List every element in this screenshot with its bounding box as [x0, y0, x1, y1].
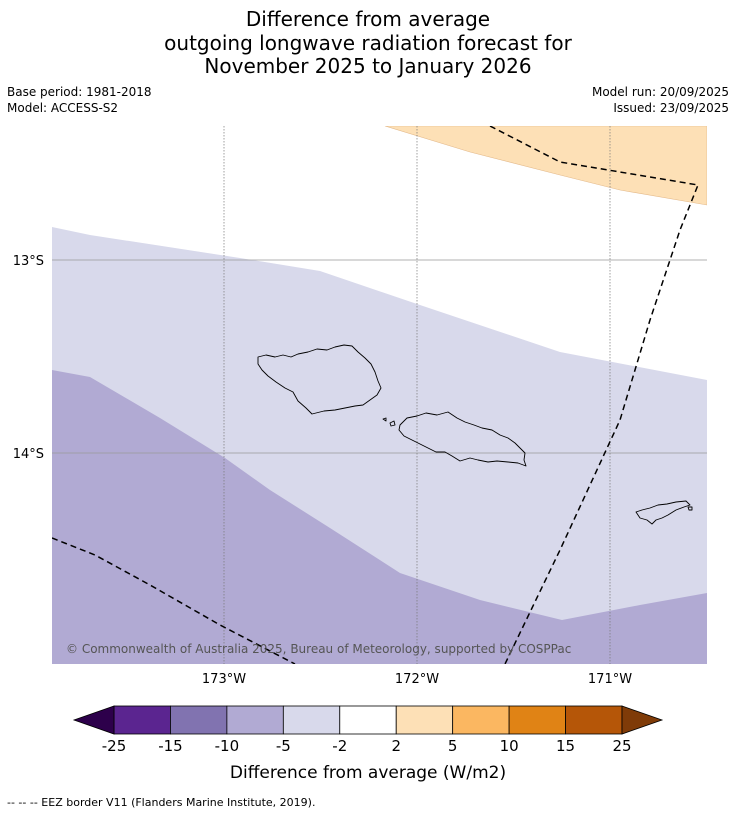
tutuila-island — [635, 500, 691, 525]
colorbar-tick-label: 25 — [612, 737, 631, 755]
eez-borders — [52, 126, 700, 664]
colorbar-segment — [113, 705, 171, 735]
anomaly-region-minus5 — [52, 370, 707, 664]
meta-right: Model run: 20/09/2025 Issued: 23/09/2025 — [592, 84, 729, 116]
title-line-1: Difference from average — [245, 7, 491, 31]
copyright-notice: © Commonwealth of Australia 2025, Bureau… — [66, 642, 571, 656]
colorbar-ticks: -25 -15 -10 -5 -2 2 5 10 15 25 — [102, 737, 632, 755]
colorbar-tick-label: -15 — [158, 737, 183, 755]
colorbar-tick-label: 15 — [556, 737, 575, 755]
eez-border-southwest — [52, 537, 296, 664]
colorbar-segment — [282, 705, 341, 735]
colorbar-segment — [508, 705, 566, 735]
colorbar: -25 -15 -10 -5 -2 2 5 10 15 25 Difference from av… — [72, 705, 664, 783]
colorbar-segment — [339, 705, 397, 735]
colorbar-tick-label: -5 — [276, 737, 291, 755]
model-name: Model: ACCESS-S2 — [7, 101, 119, 115]
eez-border-east — [489, 126, 700, 664]
colorbar-label: Difference from average (W/m2) — [230, 763, 506, 783]
meta-left: Base period: 1981-2018 Model: ACCESS-S2 — [7, 84, 152, 116]
colorbar-tick-label: 10 — [500, 737, 519, 755]
colorbar-tick-label: 5 — [448, 737, 458, 755]
colorbar-segments — [113, 705, 623, 735]
colorbar-tick-label: -10 — [215, 737, 240, 755]
colorbar-segment — [395, 705, 454, 735]
anomaly-region-positive — [384, 126, 707, 206]
colorbar-segment — [565, 705, 623, 735]
title-line-2: outgoing longwave radiation forecast for — [164, 30, 572, 55]
colorbar-extend-high — [621, 705, 664, 735]
lat-tick-13s: 13°S — [13, 254, 44, 269]
upolu-island — [398, 411, 527, 467]
issued-date: Issued: 23/09/2025 — [613, 101, 729, 115]
colorbar-segment — [452, 705, 510, 735]
model-run: Model run: 20/09/2025 — [591, 85, 729, 99]
lat-tick-14s: 14°S — [13, 447, 44, 462]
lon-tick-172w: 172°W — [395, 672, 439, 687]
coastlines — [257, 344, 693, 525]
colorbar-segment — [226, 705, 284, 735]
lon-tick-173w: 173°W — [202, 672, 246, 687]
colorbar-extend-low — [72, 705, 115, 735]
chart-title: Difference from average outgoing longwav… — [0, 7, 736, 79]
manono-island — [382, 417, 387, 422]
aunuu-island — [687, 506, 693, 511]
apolima-island — [389, 420, 396, 427]
savaii-island — [257, 344, 382, 415]
axis-labels: 13°S 14°S 173°W 172°W 171°W — [13, 254, 633, 687]
lon-tick-171w: 171°W — [588, 672, 632, 687]
colorbar-tick-label: -25 — [102, 737, 127, 755]
title-line-3: November 2025 to January 2026 — [204, 54, 532, 78]
map-panel: © Commonwealth of Australia 2025, Bureau… — [52, 126, 707, 664]
colorbar-segment — [170, 705, 228, 735]
gridlines — [52, 126, 707, 664]
colorbar-tick-label: -2 — [332, 737, 347, 755]
colorbar-tick-label: 2 — [391, 737, 401, 755]
base-period: Base period: 1981-2018 — [7, 85, 152, 99]
eez-footnote: -- -- -- EEZ border V11 (Flanders Marine… — [7, 796, 316, 809]
